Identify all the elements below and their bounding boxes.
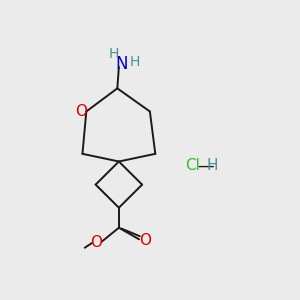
Text: H: H (129, 55, 140, 69)
Text: O: O (75, 104, 87, 119)
Text: Cl: Cl (185, 158, 200, 173)
Text: O: O (90, 235, 102, 250)
Text: H: H (206, 158, 218, 173)
Text: O: O (139, 232, 151, 247)
Text: —: — (197, 156, 214, 174)
Text: H: H (109, 47, 119, 61)
Text: N: N (116, 55, 128, 73)
